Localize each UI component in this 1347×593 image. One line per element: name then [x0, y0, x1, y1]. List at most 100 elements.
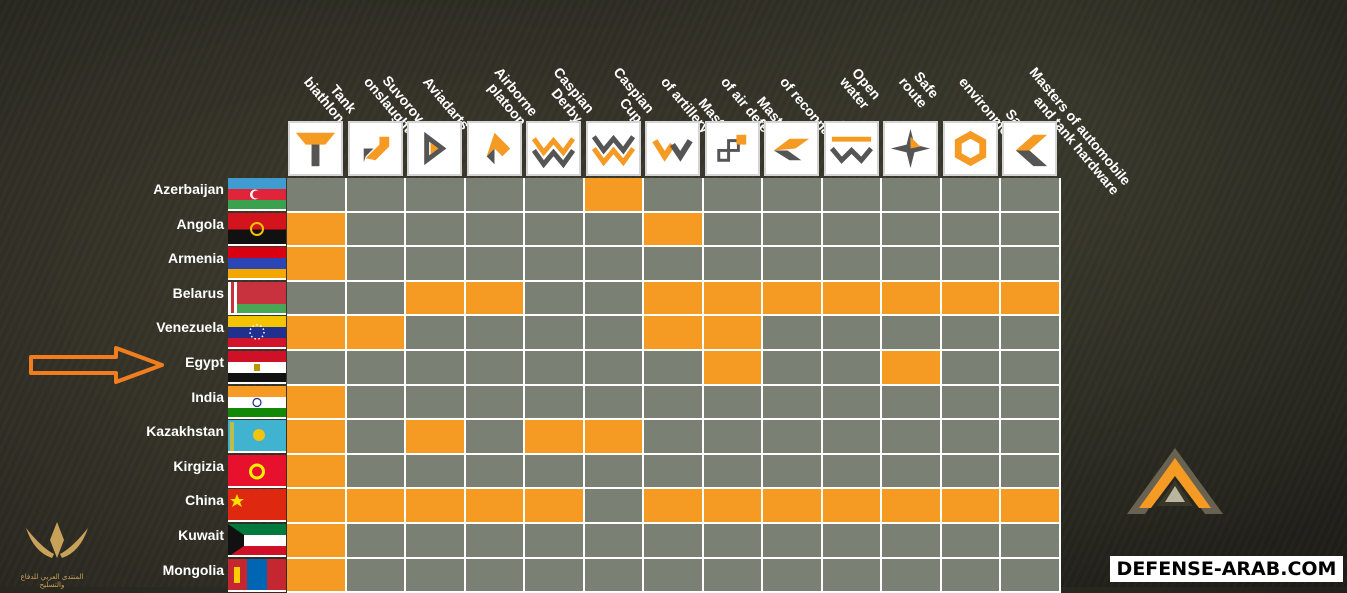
- cell-empty: [644, 247, 704, 282]
- cell-empty: [525, 351, 585, 386]
- cell-participating: [525, 489, 585, 524]
- cell-empty: [287, 178, 347, 213]
- caspian-derby-icon: [526, 121, 581, 176]
- cell-participating: [1001, 489, 1061, 524]
- cell-empty: [406, 454, 466, 490]
- india-flag-icon: [228, 385, 286, 419]
- cell-empty: [644, 524, 704, 559]
- cell-empty: [465, 247, 525, 282]
- cell-empty: [822, 316, 882, 351]
- reconnaissance-icon: [764, 121, 819, 176]
- cell-participating: [584, 178, 644, 213]
- cell-empty: [584, 316, 644, 351]
- cell-empty: [644, 351, 704, 386]
- cell-participating: [287, 524, 347, 559]
- cell-participating: [465, 281, 525, 317]
- cell-empty: [406, 351, 466, 386]
- cell-participating: [763, 489, 823, 524]
- cell-participating: [287, 247, 347, 282]
- cell-empty: [584, 351, 644, 386]
- cell-participating: [287, 489, 347, 524]
- cell-empty: [763, 316, 823, 351]
- cell-participating: [287, 454, 347, 490]
- cell-empty: [882, 212, 942, 248]
- airborne-platoon-icon: [466, 121, 522, 176]
- cell-empty: [525, 385, 585, 421]
- cell-empty: [525, 558, 585, 593]
- cell-empty: [1001, 524, 1061, 559]
- country-name: Kuwait: [178, 527, 224, 543]
- cell-participating: [644, 281, 704, 317]
- cell-empty: [406, 212, 466, 248]
- cell-empty: [1001, 178, 1061, 213]
- cell-empty: [346, 247, 406, 282]
- cell-empty: [941, 385, 1001, 421]
- cell-participating: [406, 420, 466, 455]
- cell-participating: [763, 281, 823, 317]
- cell-empty: [584, 524, 644, 559]
- cell-participating: [822, 281, 882, 317]
- cell-empty: [1001, 351, 1061, 386]
- country-name: Venezuela: [156, 319, 224, 336]
- cell-empty: [882, 524, 942, 559]
- cell-participating: [882, 489, 942, 524]
- cell-empty: [287, 351, 347, 386]
- venezuela-flag-icon: [228, 316, 286, 350]
- cell-empty: [346, 454, 406, 490]
- cell-empty: [763, 454, 823, 490]
- cell-empty: [1001, 212, 1061, 248]
- country-name: Egypt: [185, 354, 224, 370]
- cell-participating: [406, 281, 466, 317]
- tank-biathlon-icon: [288, 121, 343, 176]
- cell-empty: [763, 351, 823, 386]
- cell-participating: [287, 212, 347, 248]
- cell-empty: [763, 247, 823, 282]
- cell-empty: [644, 178, 704, 213]
- cell-empty: [465, 178, 525, 213]
- cell-empty: [703, 212, 763, 248]
- cell-participating: [941, 489, 1001, 524]
- cell-empty: [703, 247, 763, 282]
- cell-empty: [703, 558, 763, 593]
- cell-empty: [346, 212, 406, 248]
- cell-empty: [525, 316, 585, 351]
- cell-empty: [703, 454, 763, 490]
- cell-empty: [941, 247, 1001, 282]
- cell-empty: [525, 178, 585, 213]
- cell-empty: [882, 420, 942, 455]
- cell-empty: [941, 316, 1001, 351]
- country-name: Angola: [176, 215, 224, 232]
- cell-empty: [346, 281, 406, 317]
- cell-empty: [822, 212, 882, 248]
- cell-participating: [703, 281, 763, 317]
- cell-empty: [1001, 454, 1061, 490]
- cell-empty: [644, 558, 704, 593]
- suvorov-onslaught-icon: [347, 121, 403, 176]
- cell-participating: [287, 385, 347, 421]
- cell-empty: [644, 385, 704, 421]
- kyrgyzstan-flag-icon: [228, 454, 286, 488]
- cell-participating: [406, 489, 466, 524]
- cell-empty: [822, 247, 882, 282]
- cell-empty: [763, 212, 823, 248]
- cell-participating: [584, 420, 644, 455]
- watermark: DEFENSE-ARAB.COM: [1110, 556, 1343, 582]
- cell-empty: [287, 281, 347, 317]
- country-name: Kirgizia: [173, 457, 224, 474]
- kuwait-flag-icon: [228, 524, 286, 557]
- cell-empty: [822, 385, 882, 421]
- cell-empty: [882, 454, 942, 490]
- cell-empty: [465, 558, 525, 593]
- cell-empty: [346, 178, 406, 213]
- cell-participating: [644, 316, 704, 351]
- cell-empty: [644, 454, 704, 490]
- cell-empty: [346, 351, 406, 386]
- cell-participating: [346, 489, 406, 524]
- cell-participating: [287, 558, 347, 593]
- cell-empty: [822, 524, 882, 559]
- cell-participating: [287, 316, 347, 351]
- cell-empty: [941, 212, 1001, 248]
- aviadarts-icon: [407, 121, 462, 176]
- country-name: China: [185, 492, 224, 509]
- cell-empty: [525, 247, 585, 282]
